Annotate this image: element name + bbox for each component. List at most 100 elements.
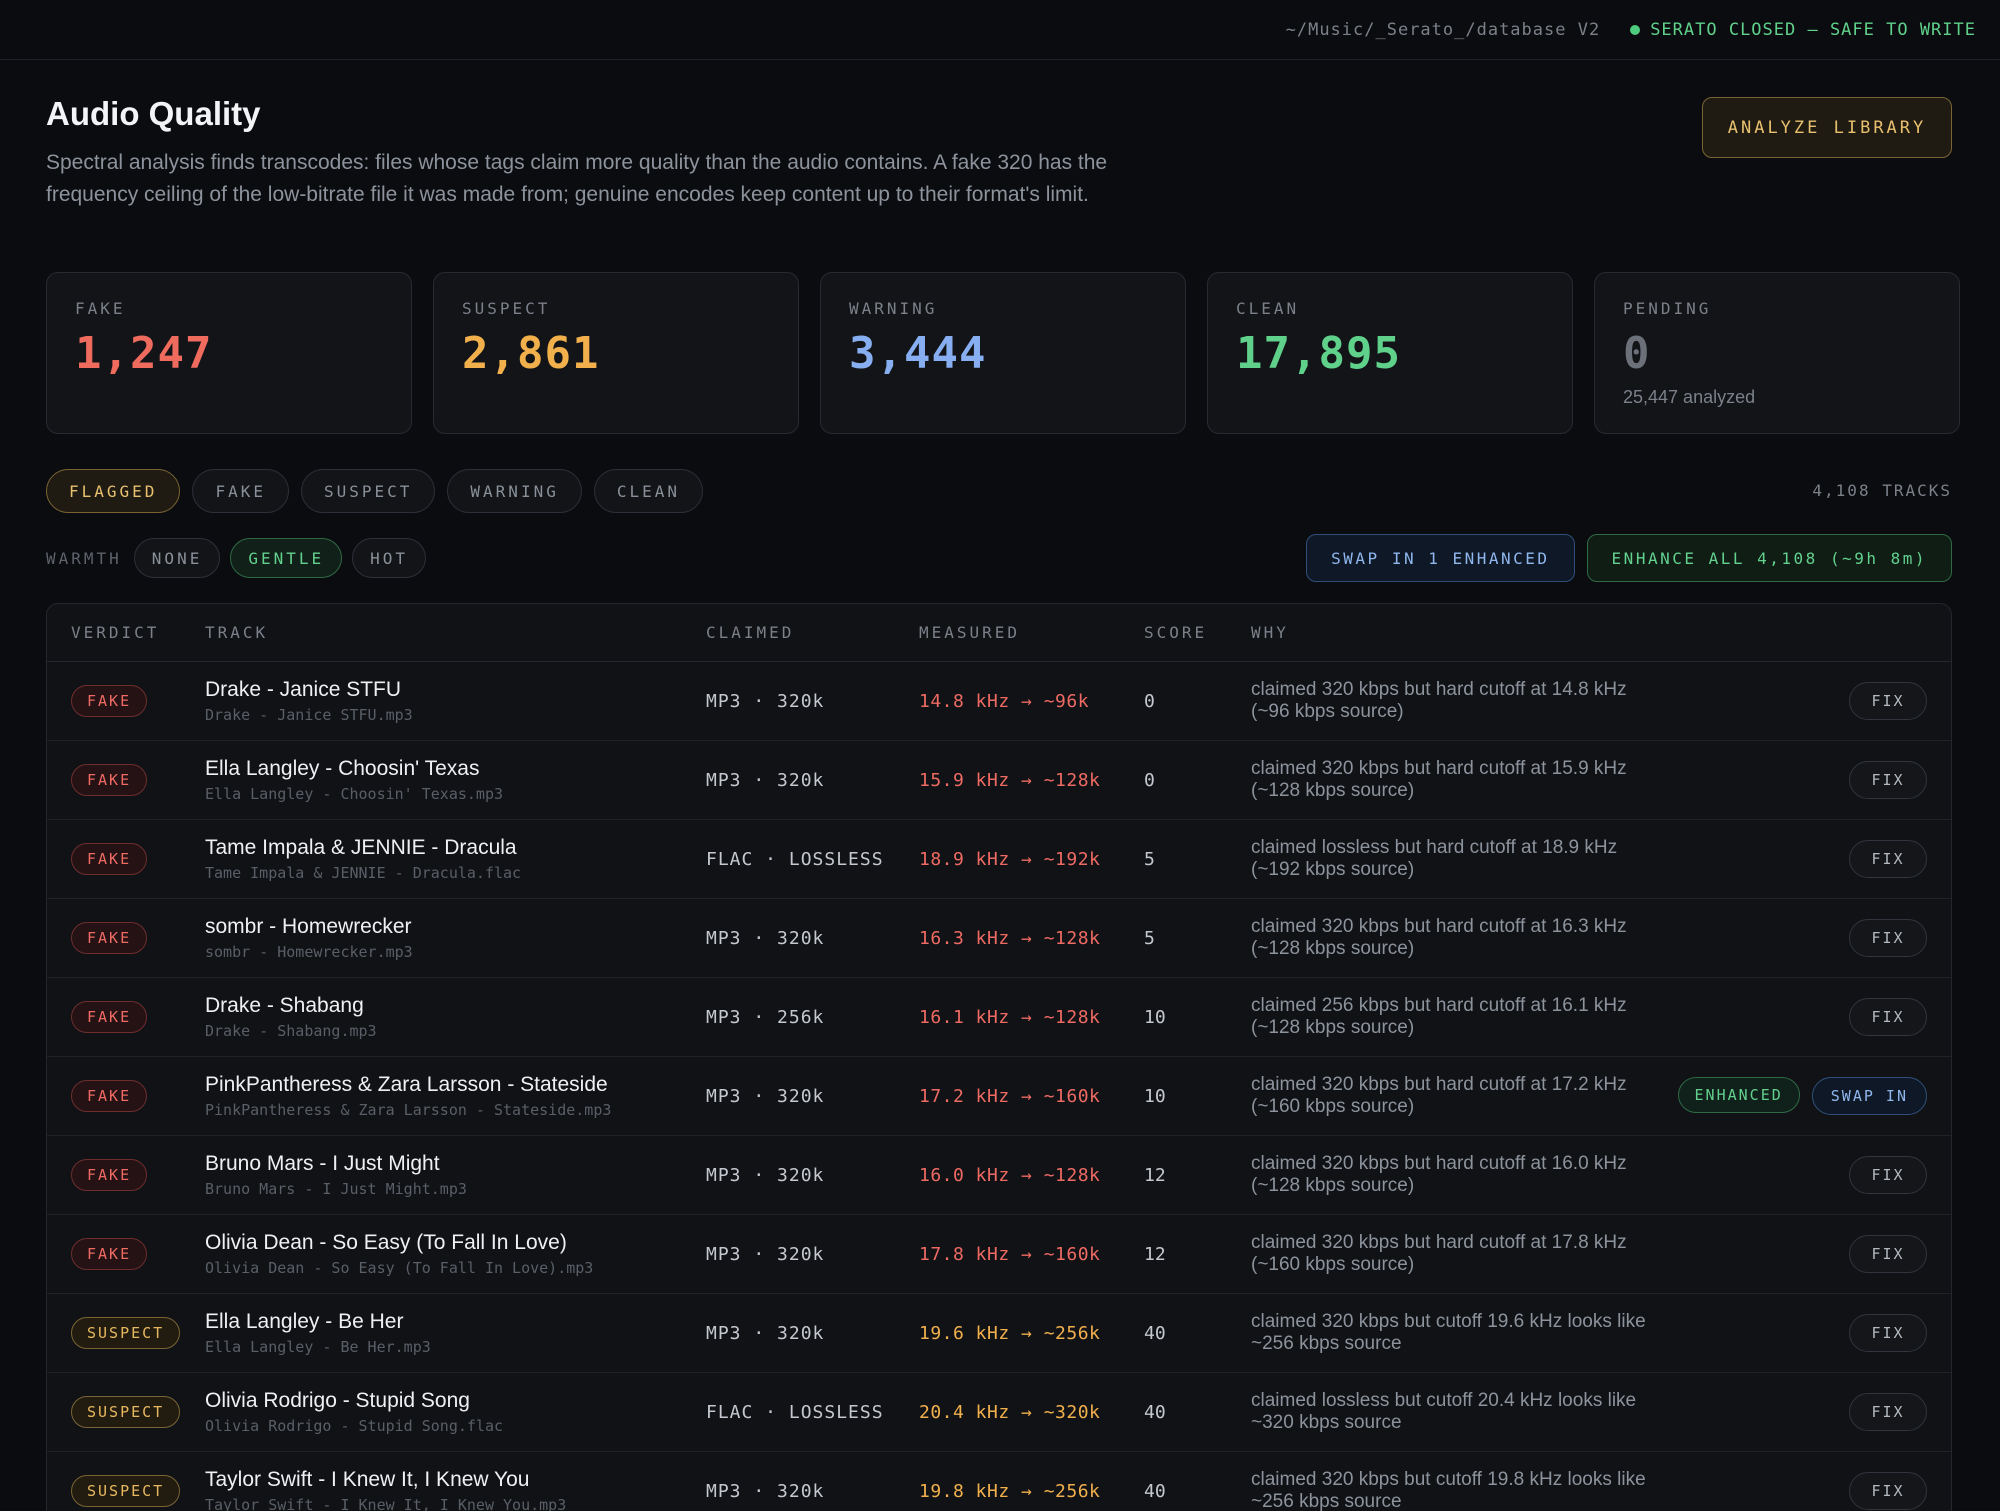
table-row[interactable]: FAKE sombr - Homewrecker sombr - Homewreck…: [47, 899, 1951, 978]
table-row[interactable]: FAKE Olivia Dean - So Easy (To Fall In Lo…: [47, 1215, 1951, 1294]
swap-in-enhanced-button[interactable]: SWAP IN 1 ENHANCED: [1306, 534, 1575, 582]
score-cell: 10: [1144, 1086, 1251, 1107]
stat-card-fake[interactable]: FAKE 1,247: [46, 272, 412, 434]
table-row[interactable]: SUSPECT Olivia Rodrigo - Stupid Song Olivi…: [47, 1373, 1951, 1452]
warmth-selector: WARMTH NONE GENTLE HOT: [46, 538, 427, 578]
filter-pill-flagged[interactable]: FLAGGED: [46, 469, 181, 513]
table-row[interactable]: FAKE Bruno Mars - I Just Might Bruno Mars …: [47, 1136, 1951, 1215]
measured-value: 19.8 kHz → ~256k: [919, 1480, 1101, 1502]
stat-label: PENDING: [1623, 299, 1712, 318]
top-bar: ~/Music/_Serato_/database V2 SERATO CLOS…: [0, 0, 2000, 60]
why-cell: claimed 320 kbps but cutoff 19.8 kHz loo…: [1251, 1469, 1651, 1511]
claimed-format: MP3 · 320k: [706, 1480, 825, 1502]
measured-value: 18.9 kHz → ~192k: [919, 848, 1101, 870]
stat-cards: FAKE 1,247 SUSPECT 2,861 WARNING 3,444 CLEAN 17…: [46, 272, 1960, 434]
track-name: Drake - Shabang: [205, 994, 364, 1017]
table-row[interactable]: FAKE PinkPantheress & Zara Larsson - Stat…: [47, 1057, 1951, 1136]
measured-cell: 15.9 kHz → ~128k: [919, 770, 1144, 791]
measured-cell: 20.4 kHz → ~320k: [919, 1402, 1144, 1423]
verdict-cell: FAKE: [47, 922, 205, 954]
measured-cell: 14.8 kHz → ~96k: [919, 691, 1144, 712]
warmth-option-gentle[interactable]: GENTLE: [230, 538, 343, 578]
score-value: 5: [1144, 927, 1155, 949]
claimed-format: MP3 · 320k: [706, 690, 825, 712]
fix-button[interactable]: FIX: [1849, 682, 1927, 720]
col-track[interactable]: TRACK: [205, 623, 269, 642]
verdict-badge: SUSPECT: [71, 1475, 181, 1507]
fix-button[interactable]: FIX: [1849, 840, 1927, 878]
fix-button[interactable]: FIX: [1849, 1472, 1927, 1510]
measured-cell: 16.1 kHz → ~128k: [919, 1007, 1144, 1028]
filter-pill-suspect[interactable]: SUSPECT: [300, 469, 436, 513]
measured-value: 16.1 kHz → ~128k: [919, 1006, 1101, 1028]
filter-pill-warning[interactable]: WARNING: [447, 469, 582, 513]
swap-in-button[interactable]: SWAP IN: [1811, 1077, 1927, 1115]
score-cell: 40: [1144, 1402, 1251, 1423]
fix-button[interactable]: FIX: [1849, 998, 1927, 1036]
claimed-format: MP3 · 320k: [706, 1243, 825, 1265]
verdict-cell: FAKE: [47, 1080, 205, 1112]
row-actions: FIX: [1651, 1314, 1951, 1352]
filter-pill-clean[interactable]: CLEAN: [593, 469, 704, 513]
fix-button[interactable]: FIX: [1849, 761, 1927, 799]
stat-card-suspect[interactable]: SUSPECT 2,861: [433, 272, 799, 434]
fix-button[interactable]: FIX: [1849, 1235, 1927, 1273]
claimed-cell: MP3 · 320k: [706, 1165, 919, 1186]
stat-card-warning[interactable]: WARNING 3,444: [820, 272, 1186, 434]
col-verdict[interactable]: VERDICT: [71, 623, 160, 642]
warmth-option-hot[interactable]: HOT: [352, 538, 427, 578]
stat-card-pending[interactable]: PENDING 0 25,447 analyzed: [1594, 272, 1960, 434]
row-actions: FIX: [1651, 840, 1951, 878]
analyze-library-button[interactable]: ANALYZE LIBRARY: [1702, 97, 1952, 158]
track-cell: Olivia Rodrigo - Stupid Song Olivia Rodri…: [205, 1389, 706, 1435]
claimed-format: FLAC · LOSSLESS: [706, 1401, 884, 1423]
measured-cell: 19.8 kHz → ~256k: [919, 1481, 1144, 1502]
why-cell: claimed lossless but cutoff 20.4 kHz loo…: [1251, 1390, 1651, 1434]
serato-status-text: SERATO CLOSED — SAFE TO WRITE: [1650, 19, 1976, 40]
table-row[interactable]: FAKE Drake - Shabang Drake - Shabang.mp3 MP…: [47, 978, 1951, 1057]
stat-subtext: 25,447 analyzed: [1623, 387, 1756, 407]
score-cell: 5: [1144, 849, 1251, 870]
verdict-badge: FAKE: [71, 922, 148, 954]
claimed-cell: FLAC · LOSSLESS: [706, 849, 919, 870]
table-row[interactable]: SUSPECT Ella Langley - Be Her Ella Langley…: [47, 1294, 1951, 1373]
track-filename: PinkPantheress & Zara Larsson - Statesid…: [205, 1101, 612, 1119]
track-filename: Bruno Mars - I Just Might.mp3: [205, 1180, 467, 1198]
claimed-cell: MP3 · 320k: [706, 691, 919, 712]
col-claimed[interactable]: CLAIMED: [706, 623, 795, 642]
col-score[interactable]: SCORE: [1144, 623, 1208, 642]
table-row[interactable]: SUSPECT Taylor Swift - I Knew It, I Knew …: [47, 1452, 1951, 1511]
warmth-option-none[interactable]: NONE: [133, 538, 221, 578]
stat-label: SUSPECT: [462, 299, 551, 318]
tracks-count: 4,108 TRACKS: [1812, 481, 1952, 500]
table-row[interactable]: FAKE Tame Impala & JENNIE - Dracula Tame I…: [47, 820, 1951, 899]
page-title: Audio Quality: [46, 95, 261, 132]
row-actions: FIX: [1651, 1235, 1951, 1273]
verdict-cell: FAKE: [47, 685, 205, 717]
claimed-cell: MP3 · 320k: [706, 1244, 919, 1265]
fix-button[interactable]: FIX: [1849, 1314, 1927, 1352]
enhanced-badge: ENHANCED: [1677, 1077, 1800, 1113]
score-value: 0: [1144, 690, 1155, 712]
track-filename: Drake - Janice STFU.mp3: [205, 706, 413, 724]
col-measured[interactable]: MEASURED: [919, 623, 1021, 642]
fix-button[interactable]: FIX: [1849, 1156, 1927, 1194]
stat-value: 0: [1623, 328, 1651, 379]
page-header: Audio Quality Spectral analysis finds tr…: [46, 95, 1136, 211]
track-cell: sombr - Homewrecker sombr - Homewrecker.m…: [205, 915, 706, 961]
fix-button[interactable]: FIX: [1849, 919, 1927, 957]
score-cell: 12: [1144, 1165, 1251, 1186]
table-row[interactable]: FAKE Drake - Janice STFU Drake - Janice ST…: [47, 662, 1951, 741]
fix-button[interactable]: FIX: [1849, 1393, 1927, 1431]
table-row[interactable]: FAKE Ella Langley - Choosin' Texas Ella La…: [47, 741, 1951, 820]
measured-cell: 17.2 kHz → ~160k: [919, 1086, 1144, 1107]
stat-card-clean[interactable]: CLEAN 17,895: [1207, 272, 1573, 434]
track-filename: sombr - Homewrecker.mp3: [205, 943, 413, 961]
measured-cell: 17.8 kHz → ~160k: [919, 1244, 1144, 1265]
track-cell: Taylor Swift - I Knew It, I Knew You Tayl…: [205, 1468, 706, 1511]
verdict-badge: FAKE: [71, 1080, 148, 1112]
verdict-badge: FAKE: [71, 1001, 148, 1033]
filter-pill-fake[interactable]: FAKE: [192, 469, 289, 513]
track-name: Tame Impala & JENNIE - Dracula: [205, 836, 517, 859]
enhance-all-button[interactable]: ENHANCE ALL 4,108 (~9h 8m): [1586, 534, 1952, 582]
